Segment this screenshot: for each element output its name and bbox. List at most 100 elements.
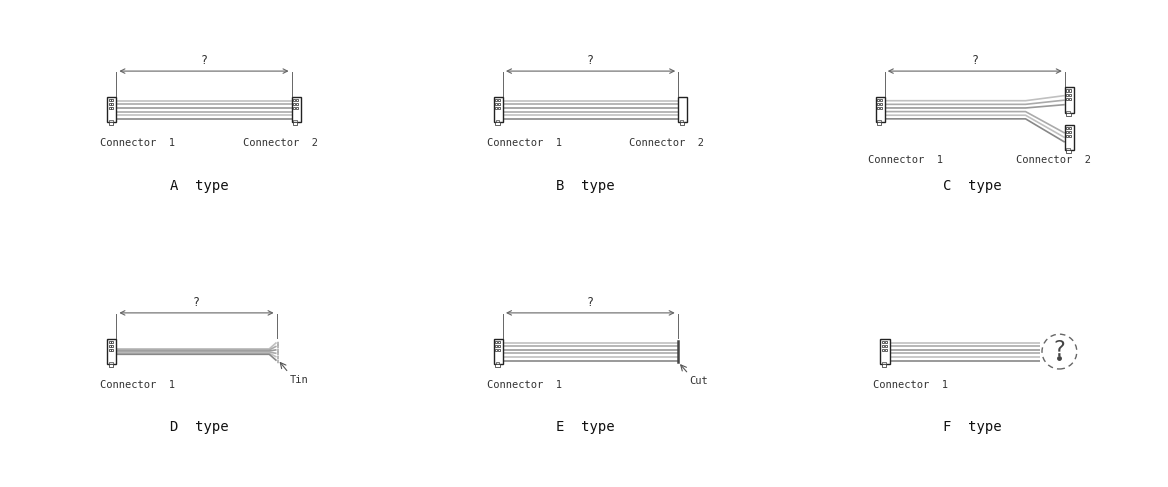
Bar (882, 364, 887, 367)
Text: ?: ? (1052, 340, 1066, 360)
Text: Tin: Tin (290, 375, 308, 385)
Bar (884, 345, 887, 347)
Bar (109, 122, 113, 125)
Bar (880, 99, 882, 101)
Text: Connector  1: Connector 1 (487, 380, 562, 390)
Text: Connector  1: Connector 1 (868, 155, 944, 165)
Bar (1065, 125, 1073, 150)
Bar (1069, 98, 1071, 100)
Bar (109, 107, 111, 110)
Bar (884, 349, 887, 351)
Bar (882, 345, 884, 347)
Bar (1066, 98, 1069, 100)
Bar (293, 99, 296, 101)
Bar (109, 362, 112, 364)
Text: C  type: C type (943, 179, 1002, 192)
Bar (1069, 90, 1071, 92)
Bar (1069, 127, 1071, 129)
Bar (1066, 127, 1069, 129)
Text: ?: ? (588, 54, 595, 67)
Text: F  type: F type (943, 420, 1002, 434)
Bar (495, 103, 498, 105)
Bar (680, 120, 683, 122)
Text: Connector  2: Connector 2 (1016, 155, 1091, 165)
Text: Connector  1: Connector 1 (874, 380, 948, 390)
Bar (498, 99, 500, 101)
Text: Connector  2: Connector 2 (243, 138, 318, 148)
Text: A  type: A type (169, 179, 229, 192)
Bar (876, 97, 885, 122)
Bar (111, 103, 113, 105)
Bar (293, 107, 296, 110)
Bar (111, 341, 113, 343)
Bar (495, 349, 498, 351)
Text: Connector  1: Connector 1 (100, 380, 175, 390)
Bar (1066, 113, 1071, 116)
Bar (109, 345, 111, 347)
Bar (882, 341, 884, 343)
Bar (877, 99, 880, 101)
Bar (109, 364, 113, 367)
Bar (109, 103, 111, 105)
Bar (1069, 94, 1071, 95)
Bar (884, 341, 887, 343)
Bar (495, 107, 498, 110)
Bar (877, 103, 880, 105)
Bar (495, 99, 498, 101)
Text: ?: ? (972, 54, 979, 67)
Bar (882, 349, 884, 351)
Bar (1066, 135, 1069, 137)
Text: B  type: B type (556, 179, 616, 192)
Text: E  type: E type (556, 420, 616, 434)
Bar (495, 120, 499, 122)
Bar (495, 362, 499, 364)
Bar (107, 339, 117, 364)
Bar (495, 364, 500, 367)
Bar (1066, 150, 1071, 153)
Text: D  type: D type (169, 420, 229, 434)
Bar (498, 349, 500, 351)
Bar (1069, 131, 1071, 133)
Bar (1066, 148, 1070, 150)
Text: Connector  1: Connector 1 (100, 138, 175, 148)
Bar (109, 99, 111, 101)
Bar (495, 341, 498, 343)
Bar (292, 97, 300, 122)
Bar (679, 97, 687, 122)
Bar (498, 341, 500, 343)
Bar (109, 120, 112, 122)
Bar (293, 120, 297, 122)
Bar (1066, 111, 1070, 112)
Bar (293, 103, 296, 105)
Bar (109, 349, 111, 351)
Text: ?: ? (586, 296, 593, 309)
Bar (296, 103, 298, 105)
Text: ?: ? (193, 296, 200, 309)
Bar (296, 107, 298, 110)
Bar (880, 103, 882, 105)
Text: Connector  1: Connector 1 (487, 138, 562, 148)
Bar (680, 122, 684, 125)
Bar (293, 122, 298, 125)
Bar (111, 99, 113, 101)
Bar (1066, 94, 1069, 95)
Bar (1065, 87, 1073, 113)
Bar (495, 345, 498, 347)
Bar (107, 97, 117, 122)
Bar (494, 339, 503, 364)
Text: Cut: Cut (689, 376, 708, 386)
Bar (498, 103, 500, 105)
Bar (494, 97, 503, 122)
Bar (111, 345, 113, 347)
Text: Connector  2: Connector 2 (630, 138, 704, 148)
Bar (1066, 131, 1069, 133)
Bar (495, 122, 500, 125)
Bar (880, 107, 882, 110)
Bar (111, 107, 113, 110)
Bar (109, 341, 111, 343)
Text: ?: ? (201, 54, 208, 67)
Bar (882, 362, 885, 364)
Bar (877, 120, 881, 122)
Bar (111, 349, 113, 351)
Bar (498, 345, 500, 347)
